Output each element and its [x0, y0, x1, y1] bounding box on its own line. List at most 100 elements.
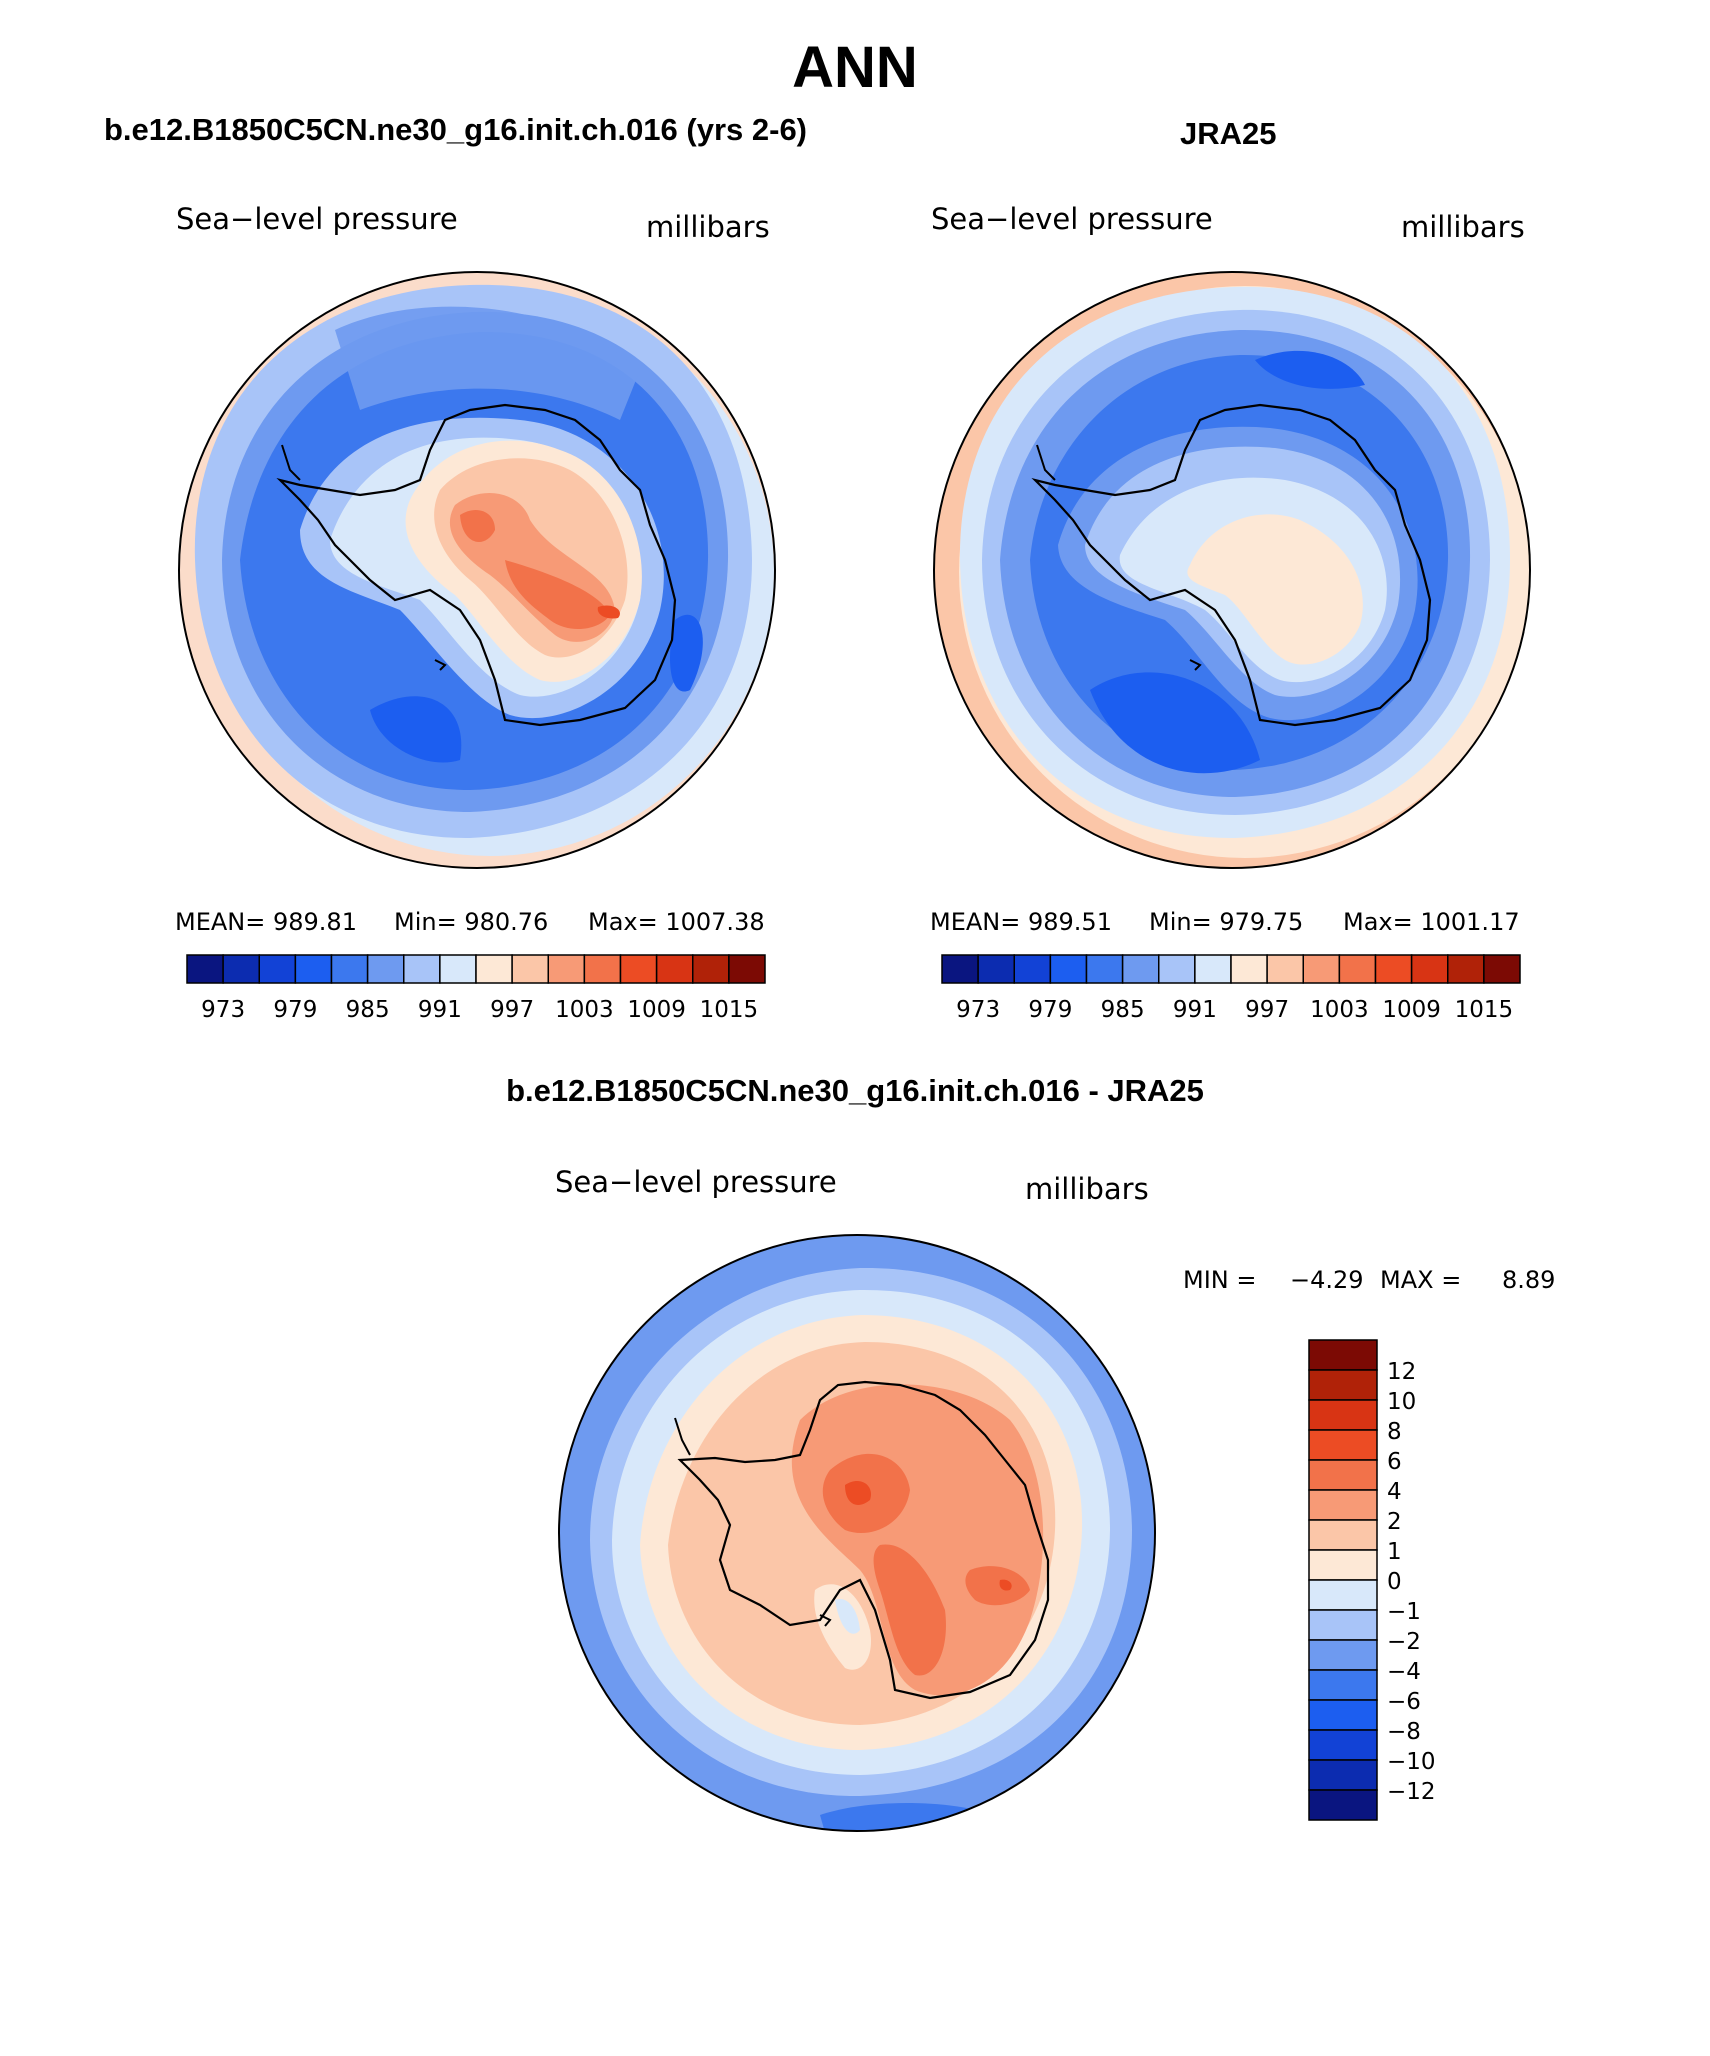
diff-colorbar-box — [1308, 1609, 1378, 1641]
left-colorbar-box — [692, 954, 730, 984]
left-colorbar-label: 973 — [201, 997, 245, 1023]
right-colorbar-box — [1194, 954, 1232, 984]
right-colorbar-box — [1447, 954, 1485, 984]
diff-colorbar-label: 8 — [1387, 1419, 1402, 1445]
right-colorbar-box — [1230, 954, 1268, 984]
right-colorbar-box — [1302, 954, 1341, 984]
diff-colorbar-label: 4 — [1387, 1479, 1402, 1505]
left-polar-map — [179, 272, 775, 868]
left-units-label: millibars — [646, 210, 770, 244]
right-polar-map — [934, 272, 1530, 868]
right-colorbar-label: 1015 — [1455, 997, 1514, 1023]
left-max-stat: Max= 1007.38 — [588, 908, 765, 936]
diff-min-label: MIN = — [1183, 1266, 1257, 1294]
diff-colorbar-box — [1308, 1789, 1378, 1821]
left-colorbar-box — [258, 954, 297, 984]
right-colorbar-box — [1338, 954, 1377, 984]
diff-colorbar-box — [1308, 1339, 1378, 1371]
diff-colorbar-box — [1308, 1759, 1378, 1791]
left-map-boundary — [178, 271, 776, 869]
right-colorbar-box — [1483, 954, 1521, 984]
right-colorbar-label: 1009 — [1382, 997, 1441, 1023]
right-units-label: millibars — [1401, 210, 1525, 244]
left-colorbar-box — [439, 954, 477, 984]
diff-colorbar-box — [1308, 1369, 1378, 1401]
left-colorbar-label: 991 — [418, 997, 462, 1023]
diff-map-boundary — [558, 1234, 1156, 1832]
right-colorbar-box — [1121, 954, 1160, 984]
right-coastline — [1031, 403, 1432, 727]
left-colorbar-box — [475, 954, 513, 984]
right-mean-stat: MEAN= 989.51 — [930, 908, 1112, 936]
right-map-boundary — [933, 271, 1531, 869]
diff-colorbar-label: 10 — [1387, 1389, 1416, 1415]
left-colorbar: 973 979 985 991 997 1003 1009 1015 — [186, 954, 766, 1023]
right-colorbar-label: 985 — [1101, 997, 1145, 1023]
left-colorbar-label: 1003 — [555, 997, 614, 1023]
left-colorbar-box — [547, 954, 586, 984]
diff-colorbar-box — [1308, 1429, 1378, 1461]
left-colorbar-label: 997 — [490, 997, 534, 1023]
right-panel-title: JRA25 — [1180, 116, 1277, 151]
diff-coastline — [677, 1380, 1050, 1700]
diff-max-value: 8.89 — [1502, 1266, 1556, 1294]
left-colorbar-label: 1009 — [627, 997, 686, 1023]
right-colorbar-box — [1410, 954, 1449, 984]
left-colorbar-box — [186, 954, 224, 984]
diff-colorbar-label: −10 — [1387, 1749, 1436, 1775]
right-colorbar-label: 991 — [1173, 997, 1217, 1023]
diff-colorbar-label: −12 — [1387, 1779, 1436, 1805]
left-colorbar-box — [728, 954, 766, 984]
diff-colorbar-label: 0 — [1387, 1569, 1402, 1595]
diff-colorbar-box — [1308, 1519, 1378, 1551]
right-colorbar-box — [941, 954, 979, 984]
diff-colorbar-label: −2 — [1387, 1629, 1421, 1655]
diff-units-label: millibars — [1025, 1172, 1149, 1206]
diff-colorbar-label: 1 — [1387, 1539, 1402, 1565]
right-colorbar-label: 973 — [956, 997, 1000, 1023]
right-variable-label: Sea−level pressure — [931, 202, 1213, 236]
left-variable-label: Sea−level pressure — [176, 202, 458, 236]
right-colorbar: 973 979 985 991 997 1003 1009 1015 — [941, 954, 1521, 1023]
right-colorbar-box — [1158, 954, 1196, 984]
diff-variable-label: Sea−level pressure — [555, 1165, 837, 1199]
diff-colorbar-label: −8 — [1387, 1719, 1421, 1745]
left-colorbar-box — [403, 954, 441, 984]
diff-colorbar-box — [1308, 1549, 1378, 1581]
left-colorbar-box — [330, 954, 369, 984]
diff-colorbar-label: −4 — [1387, 1659, 1421, 1685]
left-colorbar-box — [655, 954, 694, 984]
right-colorbar-label: 979 — [1028, 997, 1072, 1023]
left-colorbar-box — [222, 954, 260, 984]
diff-colorbar-box — [1308, 1729, 1378, 1761]
diff-colorbar-label: −6 — [1387, 1689, 1421, 1715]
diff-colorbar-label: 2 — [1387, 1509, 1402, 1535]
left-colorbar-box — [619, 954, 658, 984]
diff-max-label: MAX = — [1380, 1266, 1462, 1294]
left-mean-stat: MEAN= 989.81 — [175, 908, 357, 936]
right-colorbar-box — [1266, 954, 1304, 984]
left-colorbar-box — [366, 954, 405, 984]
right-colorbar-box — [1049, 954, 1088, 984]
diff-polar-map — [559, 1235, 1155, 1831]
left-panel-title: b.e12.B1850C5CN.ne30_g16.init.ch.016 (yr… — [104, 112, 808, 147]
left-colorbar-box — [583, 954, 622, 984]
diff-colorbar-label: −1 — [1387, 1599, 1421, 1625]
figure-title: ANN — [792, 35, 918, 100]
diff-colorbar-box — [1308, 1459, 1378, 1491]
diff-colorbar-label: 12 — [1387, 1359, 1416, 1385]
diff-colorbar-box — [1308, 1639, 1378, 1671]
diff-min-value: −4.29 — [1290, 1266, 1364, 1294]
left-colorbar-label: 979 — [273, 997, 317, 1023]
right-colorbar-box — [977, 954, 1015, 984]
left-coastline — [276, 403, 677, 727]
right-min-stat: Min= 979.75 — [1149, 908, 1304, 936]
diff-colorbar-label: 6 — [1387, 1449, 1402, 1475]
left-min-stat: Min= 980.76 — [394, 908, 549, 936]
right-colorbar-box — [1013, 954, 1052, 984]
right-max-stat: Max= 1001.17 — [1343, 908, 1520, 936]
diff-colorbar-box — [1308, 1699, 1378, 1731]
diff-colorbar-box — [1308, 1669, 1378, 1701]
